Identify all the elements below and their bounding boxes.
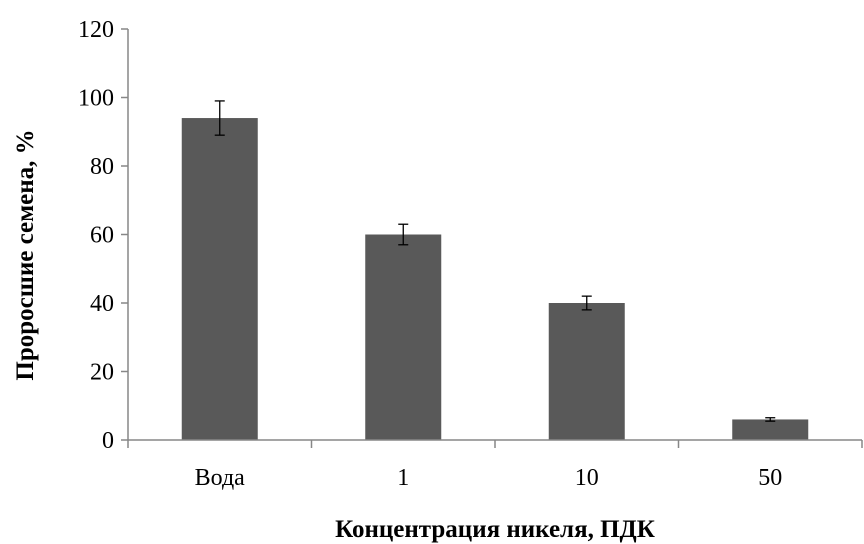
error-bar <box>581 295 592 311</box>
y-tick-label: 100 <box>78 86 114 112</box>
error-bar <box>398 223 409 246</box>
x-tick-label: 1 <box>397 465 409 491</box>
y-tick-label: 60 <box>90 223 114 249</box>
x-tick-label: Вода <box>195 465 246 491</box>
y-tick-label: 120 <box>78 17 114 43</box>
bar <box>365 234 442 440</box>
y-axis-ticks: 0 20 40 60 80 100 120 <box>78 17 128 454</box>
y-tick-label: 80 <box>90 154 114 180</box>
bar <box>181 118 258 441</box>
bar <box>732 419 809 440</box>
bar <box>548 303 625 440</box>
error-bar <box>214 100 225 136</box>
y-tick-label: 40 <box>90 291 114 317</box>
error-bars-group <box>214 100 776 422</box>
error-bar <box>765 417 776 422</box>
x-axis-ticks: Вода 1 10 50 <box>127 440 863 491</box>
x-tick-label: 50 <box>758 465 782 491</box>
y-axis-title: Проросшие семена, % <box>12 129 39 380</box>
y-tick-label: 0 <box>102 428 114 454</box>
y-tick-label: 20 <box>90 360 114 386</box>
bars-group <box>181 118 809 441</box>
x-axis-title: Концентрация никеля, ПДК <box>335 516 655 543</box>
x-tick-label: 10 <box>575 465 599 491</box>
